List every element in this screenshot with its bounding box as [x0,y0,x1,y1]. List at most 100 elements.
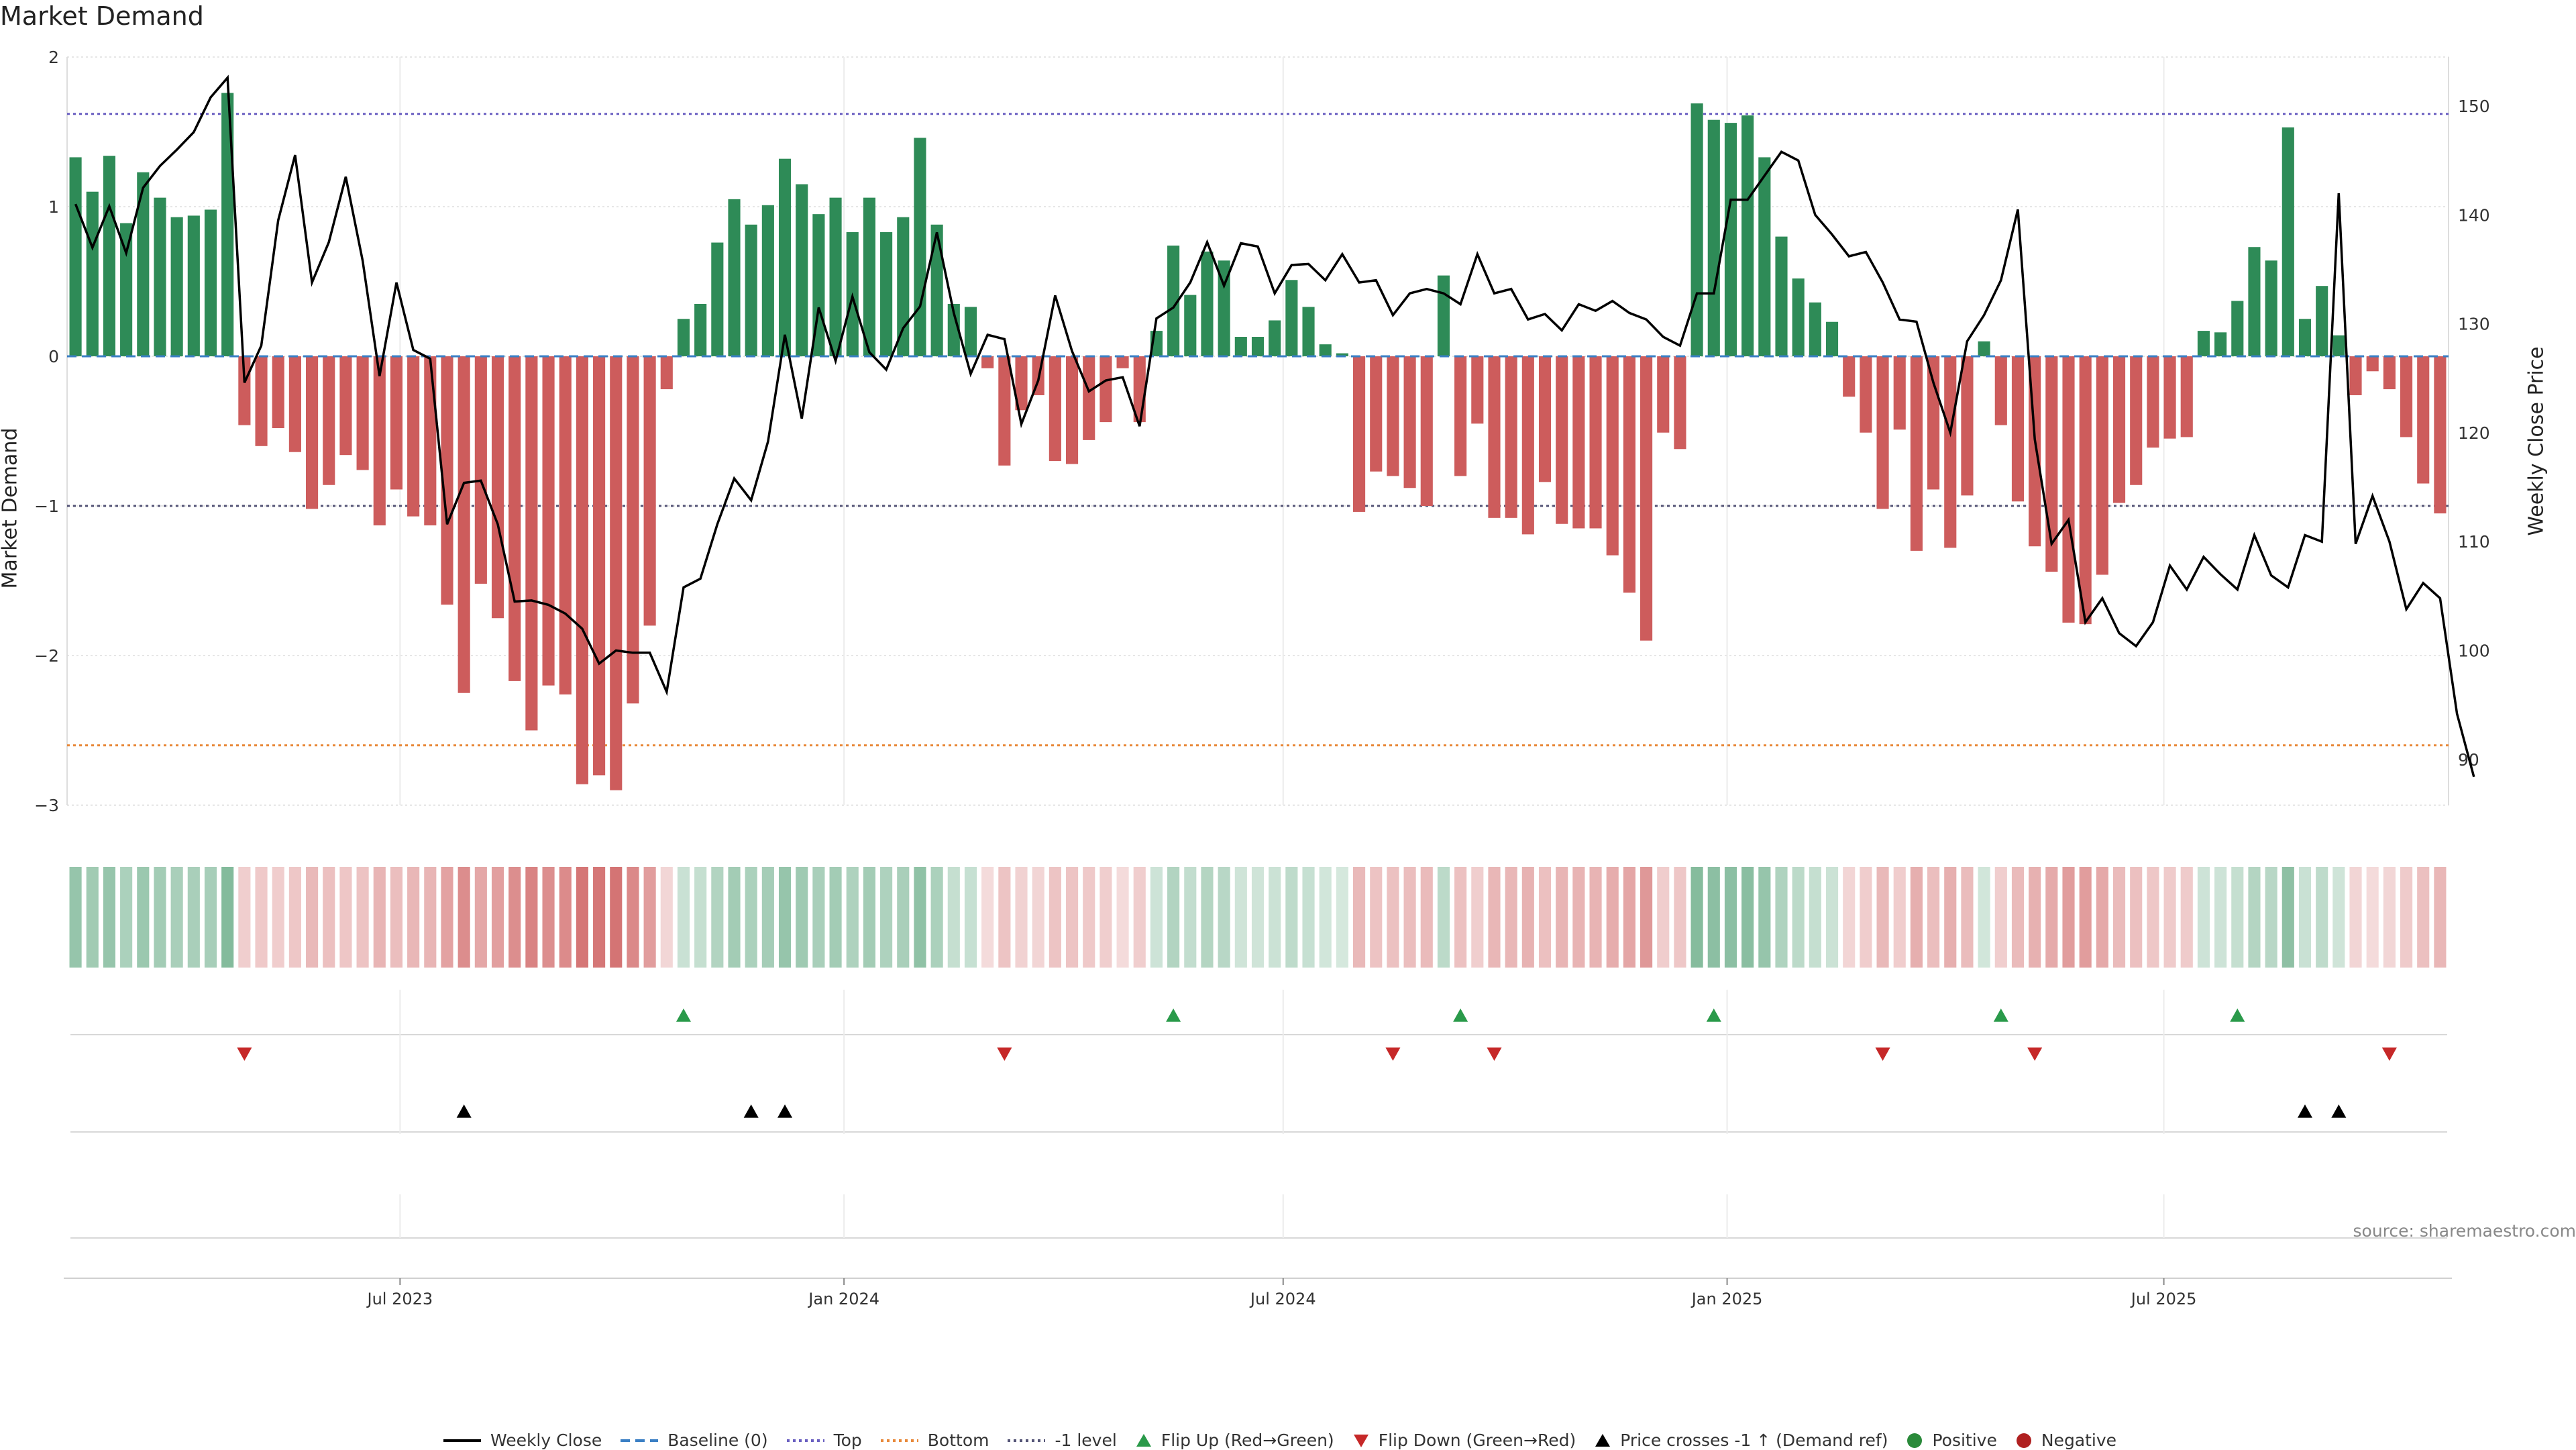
heat-strip-cell [1370,867,1382,968]
heat-strip-cell [1117,867,1129,968]
flip-up-marker [1453,1008,1468,1022]
heat-strip-cell [1522,867,1534,968]
demand-bar [1961,356,1973,495]
demand-bar [2164,356,2176,439]
legend-label: Top [834,1431,862,1450]
heat-strip-cell [2349,867,2361,968]
demand-bar [306,356,318,509]
heat-strip-cell [2164,867,2176,968]
heat-strip-cell [1184,867,1196,968]
heat-strip-cell [678,867,690,968]
demand-bar [610,356,622,790]
heat-strip-cell [1775,867,1787,968]
demand-bar [525,356,537,731]
heat-strip-cell [745,867,757,968]
heat-strip-cell [1978,867,1990,968]
demand-bar [1708,120,1720,356]
demand-bar [762,205,774,356]
heat-strip-cell [374,867,386,968]
price-cross-marker [2331,1104,2346,1118]
demand-bar [1556,356,1568,524]
heat-strip-cell [1927,867,1939,968]
heat-strip-cell [542,867,554,968]
demand-bar [1876,356,1888,509]
legend-item: Positive [1905,1431,1996,1450]
heat-strip-cell [188,867,200,968]
heat-strip-cell [863,867,875,968]
heat-strip-cell [1640,867,1652,968]
heat-strip-cell [914,867,926,968]
demand-bar [678,319,690,356]
demand-bar [1522,356,1534,534]
left-tick-label: 2 [48,48,59,67]
demand-bar [1184,295,1196,356]
x-tick-label: Jul 2024 [1249,1290,1316,1308]
heat-strip-cell [1995,867,2007,968]
heat-strip-cell [306,867,318,968]
demand-bar [205,209,217,356]
heat-strip-cell [1623,867,1635,968]
demand-bar [1438,276,1450,356]
left-tick-label: −3 [34,796,59,815]
demand-bar [998,356,1010,466]
demand-bar [2417,356,2429,484]
heat-strip-cell [2181,867,2193,968]
legend-swatch [1905,1431,1924,1450]
demand-bar [796,185,808,356]
legend-item: Negative [2015,1431,2116,1450]
demand-bar [188,215,200,356]
demand-bar [830,198,842,356]
heat-strip-cell [1049,867,1061,968]
heat-strip-cell [1572,867,1585,968]
demand-bar [1623,356,1635,592]
heat-strip-cell [1860,867,1872,968]
legend-label: Bottom [928,1431,989,1450]
heat-strip-cell [1083,867,1095,968]
right-tick-label: 130 [2458,315,2490,334]
heat-strip-cell [2147,867,2159,968]
demand-bar [897,217,909,356]
demand-bar [407,356,419,517]
demand-bar [2367,356,2379,371]
demand-bar [154,198,166,356]
heat-strip-cell [1150,867,1163,968]
heat-strip-cell [1876,867,1888,968]
legend-item: Bottom [879,1431,989,1450]
heat-strip-cell [1201,867,1213,968]
heat-strip-cell [1505,867,1517,968]
demand-bar [1826,322,1838,356]
heat-strip-cell [1607,867,1619,968]
heat-strip-cell [830,867,842,968]
heat-strip-cell [711,867,723,968]
legend-item: Price crosses -1 ↑ (Demand ref) [1593,1431,1888,1450]
heat-strip-cell [154,867,166,968]
heat-strip-cell [2299,867,2311,968]
demand-bar [1320,344,1332,356]
right-tick-label: 150 [2458,97,2490,116]
heat-strip-cell [610,867,622,968]
flip-down-marker [1385,1047,1400,1061]
demand-bar [1252,337,1264,356]
demand-bar [1539,356,1551,482]
heat-strip-cell [2282,867,2294,968]
demand-bar [2130,356,2142,485]
heat-strip-cell [1826,867,1838,968]
heat-strip-cell [525,867,537,968]
demand-bar [1741,115,1754,356]
heat-strip-cell [357,867,369,968]
flip-down-marker [1487,1047,1501,1061]
heat-strip-cell [1302,867,1314,968]
heat-strip-cell [272,867,284,968]
demand-bar [1978,342,1990,356]
demand-bar [1285,280,1297,356]
heat-strip-cell [1167,867,1179,968]
demand-bar [914,138,926,356]
flip-down-marker [237,1047,252,1061]
x-tick-label: Jul 2023 [366,1290,433,1308]
heat-strip-cell [205,867,217,968]
heat-strip-cell [1708,867,1720,968]
price-cross-marker [457,1104,472,1118]
price-cross-marker [2298,1104,2312,1118]
flip-up-marker [676,1008,691,1022]
